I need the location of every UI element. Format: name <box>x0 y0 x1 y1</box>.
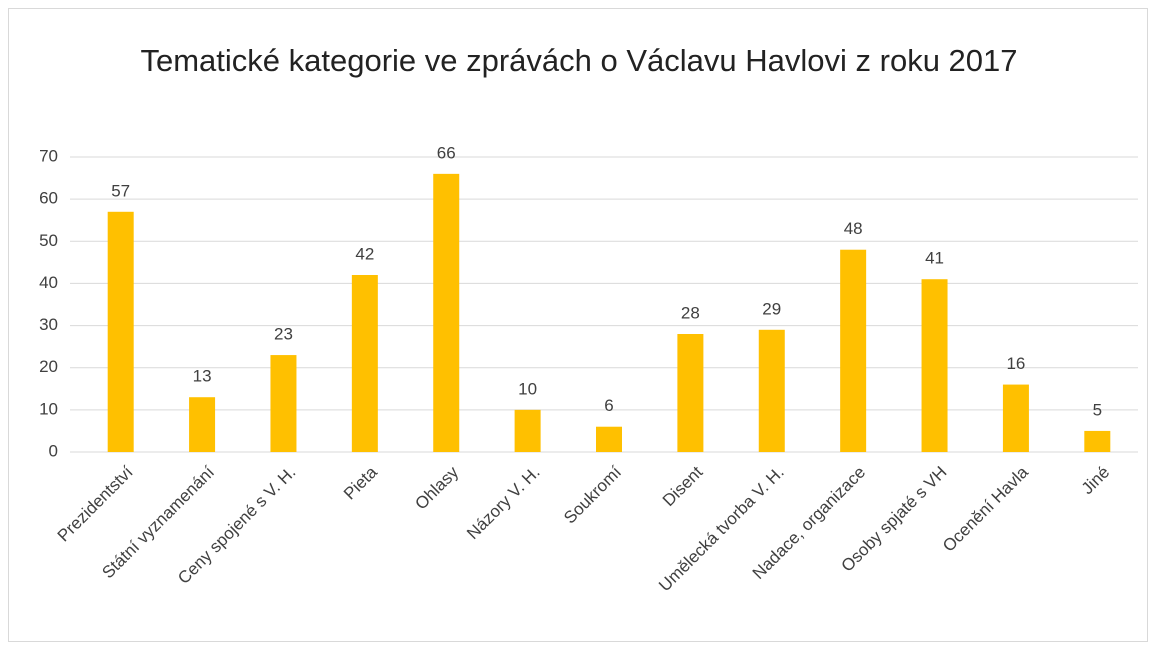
value-label: 48 <box>844 219 863 238</box>
x-tick-label: Jiné <box>1078 463 1113 498</box>
x-tick-label: Prezidentství <box>54 462 137 545</box>
value-label: 28 <box>681 303 700 322</box>
y-tick-label: 10 <box>39 399 58 418</box>
value-label: 29 <box>762 299 781 318</box>
value-label: 66 <box>437 143 456 162</box>
y-tick-label: 30 <box>39 315 58 334</box>
x-tick-label: Pieta <box>340 462 381 503</box>
x-tick-label: Disent <box>659 462 707 510</box>
y-tick-label: 20 <box>39 357 58 376</box>
y-tick-label: 60 <box>39 189 58 208</box>
value-label: 6 <box>604 396 613 415</box>
bar <box>921 279 948 452</box>
bar <box>107 211 134 452</box>
value-label: 41 <box>925 249 944 268</box>
x-tick-label: Soukromí <box>560 462 625 527</box>
x-tick-label: Názory V. H. <box>463 463 543 543</box>
y-tick-label: 40 <box>39 273 58 292</box>
value-label: 42 <box>355 244 374 263</box>
bar <box>1002 384 1029 452</box>
value-label: 5 <box>1093 400 1102 419</box>
chart-title: Tematické kategorie ve zprávách o Václav… <box>140 43 1018 78</box>
bar <box>433 173 460 452</box>
bar <box>758 329 785 452</box>
bar <box>189 397 216 452</box>
value-label: 10 <box>518 379 537 398</box>
bar <box>351 275 378 452</box>
bar <box>1084 430 1111 452</box>
bar <box>270 355 297 452</box>
value-label: 13 <box>193 367 212 386</box>
value-label: 23 <box>274 325 293 344</box>
chart-frame <box>8 8 1148 642</box>
x-tick-label: Ohlasy <box>411 462 462 513</box>
value-label: 57 <box>111 181 130 200</box>
y-tick-label: 70 <box>39 146 58 165</box>
y-tick-label: 0 <box>49 441 58 460</box>
value-label: 16 <box>1006 354 1025 373</box>
bar <box>840 249 867 452</box>
bar <box>514 409 541 452</box>
bar <box>677 334 704 452</box>
x-tick-label: Ocenění Havla <box>939 462 1032 555</box>
bar <box>596 426 622 452</box>
y-tick-label: 50 <box>39 231 58 250</box>
